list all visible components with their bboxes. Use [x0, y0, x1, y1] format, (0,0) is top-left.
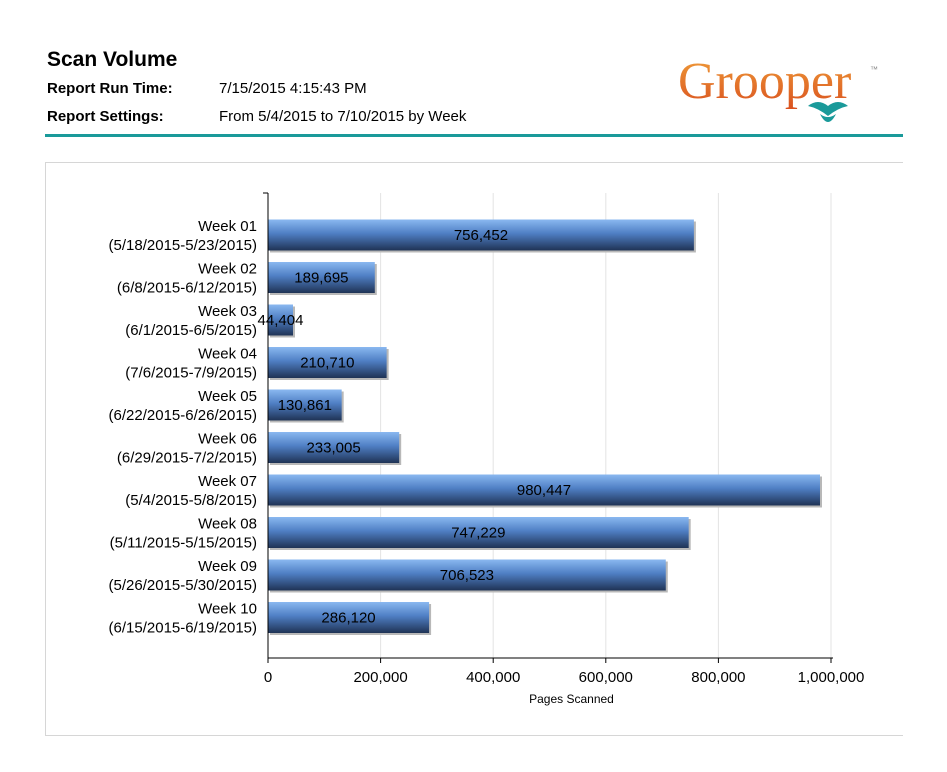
bar-value-label: 756,452	[454, 227, 508, 244]
x-tick-label: 0	[264, 669, 272, 686]
run-time-label: Report Run Time:	[47, 80, 173, 97]
header-rule	[45, 134, 903, 137]
bar-value-label: 747,229	[451, 525, 505, 542]
x-tick-label: 400,000	[466, 669, 520, 686]
bar-value-label: 233,005	[306, 440, 360, 457]
grooper-logo: Grooper ™	[678, 53, 878, 122]
category-label-range: (6/8/2015-6/12/2015)	[117, 280, 257, 297]
bar	[268, 559, 666, 591]
category-label-week: Week 08	[198, 516, 257, 533]
bar	[268, 347, 387, 378]
bar-value-label: 706,523	[440, 567, 494, 584]
category-label-range: (6/29/2015-7/2/2015)	[117, 450, 257, 467]
bar-value-label: 189,695	[294, 270, 348, 287]
bar-value-label: 980,447	[517, 482, 571, 499]
logo-drop-icon	[820, 114, 836, 122]
bar	[268, 432, 400, 463]
bar-chart: 0 200,000 400,000 600,000 800,000 1,000,000 75…	[109, 192, 865, 706]
category-label-week: Week 09	[198, 558, 257, 575]
bar-value-label: 44,404	[258, 312, 304, 329]
category-label-range: (5/11/2015-5/15/2015)	[110, 535, 257, 552]
category-label-range: (5/26/2015-5/30/2015)	[109, 577, 257, 594]
x-tick-label: 800,000	[691, 669, 745, 686]
category-label-range: (5/4/2015-5/8/2015)	[125, 492, 257, 509]
logo-wordmark: Grooper	[678, 53, 851, 110]
settings-value: From 5/4/2015 to 7/10/2015 by Week	[219, 108, 467, 125]
category-label-week: Week 03	[198, 303, 257, 320]
bar-value-label: 210,710	[300, 355, 354, 372]
category-label-range: (6/1/2015-6/5/2015)	[125, 322, 257, 339]
category-label-week: Week 04	[198, 346, 257, 363]
report-header: Scan Volume Report Run Time: 7/15/2015 4…	[0, 0, 947, 140]
category-label-week: Week 06	[198, 431, 257, 448]
logo-trademark: ™	[870, 65, 878, 74]
x-tick-label: 200,000	[353, 669, 407, 686]
category-label-week: Week 05	[198, 388, 257, 405]
x-tick-label: 600,000	[579, 669, 633, 686]
x-axis-title: Pages Scanned	[529, 692, 614, 706]
bar	[268, 474, 820, 506]
settings-label: Report Settings:	[47, 108, 164, 125]
report-title: Scan Volume	[47, 48, 178, 71]
category-label-range: (7/6/2015-7/9/2015)	[125, 365, 257, 382]
category-label-range: (6/22/2015-6/26/2015)	[109, 407, 257, 424]
run-time-value: 7/15/2015 4:15:43 PM	[219, 80, 367, 97]
bar	[268, 262, 375, 293]
category-label-range: (5/18/2015-5/23/2015)	[109, 237, 257, 254]
bar-value-label: 286,120	[321, 610, 375, 627]
bar	[268, 602, 430, 633]
category-label-week: Week 07	[198, 473, 257, 490]
logo-wave-icon	[808, 102, 848, 116]
bar-value-label: 130,861	[278, 397, 332, 414]
bar	[268, 389, 342, 421]
category-label-week: Week 01	[198, 218, 257, 235]
bar	[268, 517, 689, 548]
category-label-week: Week 10	[198, 601, 257, 618]
category-label-range: (6/15/2015-6/19/2015)	[109, 620, 257, 637]
bar	[268, 304, 293, 336]
x-tick-label: 1,000,000	[798, 669, 865, 686]
bar	[268, 219, 694, 251]
category-label-week: Week 02	[198, 261, 257, 278]
chart-frame: 0 200,000 400,000 600,000 800,000 1,000,000 75…	[45, 162, 903, 736]
